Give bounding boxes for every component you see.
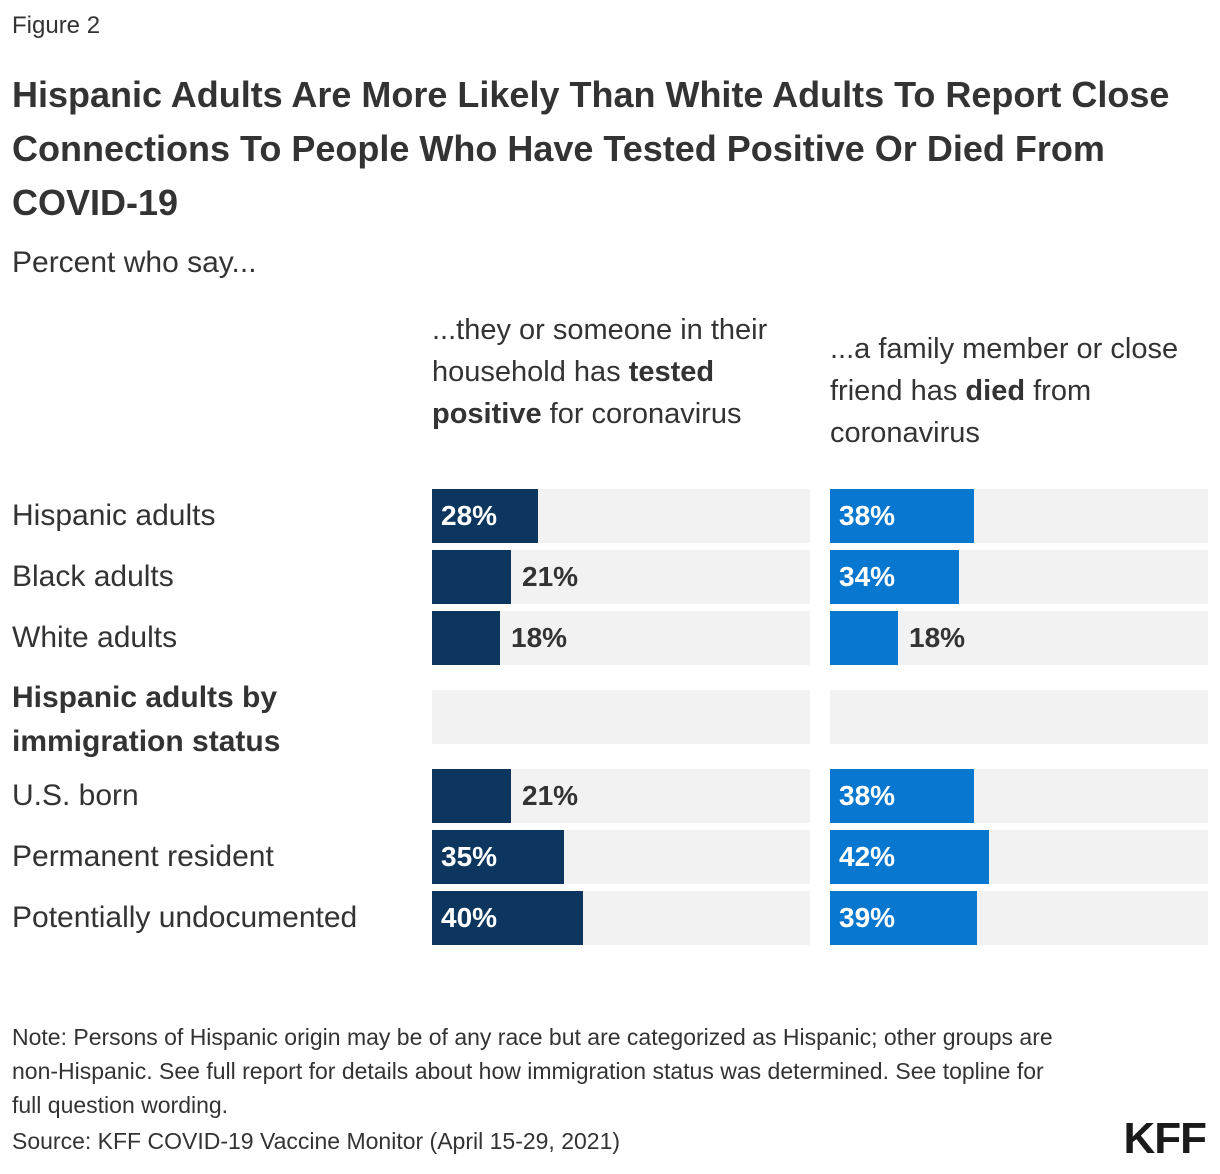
data-label: 28% [441, 500, 498, 531]
chart-title: Hispanic Adults Are More Likely Than Whi… [12, 74, 1170, 223]
group-row-track [830, 690, 1208, 744]
bar [830, 769, 974, 823]
column-header-text: ...they or someone in their household ha… [432, 314, 768, 388]
chart-subtitle: Percent who say... [12, 246, 257, 279]
bar-track: 38% [830, 769, 1208, 823]
data-label: 18% [909, 622, 966, 653]
data-label: 39% [839, 902, 896, 933]
figure-label: Figure 2 [12, 12, 101, 39]
bar [830, 489, 974, 543]
category-label: U.S. born [12, 779, 139, 812]
data-label: 38% [839, 500, 896, 531]
bar [830, 891, 977, 945]
kff-logo: KFF [1123, 1114, 1207, 1163]
data-label: 38% [839, 780, 896, 811]
category-label: Hispanic adults [12, 499, 216, 532]
bar [432, 611, 500, 665]
bar-track: 34% [830, 550, 1208, 604]
data-label: 42% [839, 841, 896, 872]
bar-track: 39% [830, 891, 1208, 945]
bar-track: 28% [432, 489, 810, 543]
category-label: Potentially undocumented [12, 901, 358, 934]
bar-track: 18% [830, 611, 1208, 665]
bar-track: 21% [432, 550, 810, 604]
category-label: Black adults [12, 560, 174, 593]
chart-note: Note: Persons of Hispanic origin may be … [12, 1024, 1053, 1118]
column-header-text: from coronavirus [830, 375, 1092, 449]
bar [830, 830, 989, 884]
data-label: 18% [511, 622, 568, 653]
data-label: 35% [441, 841, 498, 872]
data-label: 21% [522, 780, 579, 811]
data-label: 21% [522, 561, 579, 592]
category-label: Permanent resident [12, 840, 274, 873]
bar-track: 35% [432, 830, 810, 884]
bar [830, 550, 959, 604]
bar [432, 769, 511, 823]
chart-source: Source: KFF COVID-19 Vaccine Monitor (Ap… [12, 1128, 621, 1154]
bar-track: 18% [432, 611, 810, 665]
column-header-text: ...a family member or close friend has [830, 333, 1179, 407]
column-header-bold: died [965, 375, 1026, 407]
bar [432, 830, 564, 884]
bar-track: 21% [432, 769, 810, 823]
bar [830, 611, 898, 665]
group-label-immigration-status: Hispanic adults by immigration status [12, 681, 281, 758]
column-header-bold: tested positive [432, 356, 715, 430]
column-header-text: for coronavirus [541, 398, 742, 430]
data-label: 34% [839, 561, 896, 592]
group-row-track [432, 690, 810, 744]
category-label: White adults [12, 621, 178, 654]
bar [432, 489, 538, 543]
bar-track: 38% [830, 489, 1208, 543]
bar-track: 40% [432, 891, 810, 945]
column-header-tested-positive: ...they or someone in their household ha… [432, 309, 792, 435]
bar [432, 550, 511, 604]
column-header-died: ...a family member or close friend has d… [830, 328, 1190, 454]
data-label: 40% [441, 902, 498, 933]
bar-track: 42% [830, 830, 1208, 884]
bar [432, 891, 583, 945]
